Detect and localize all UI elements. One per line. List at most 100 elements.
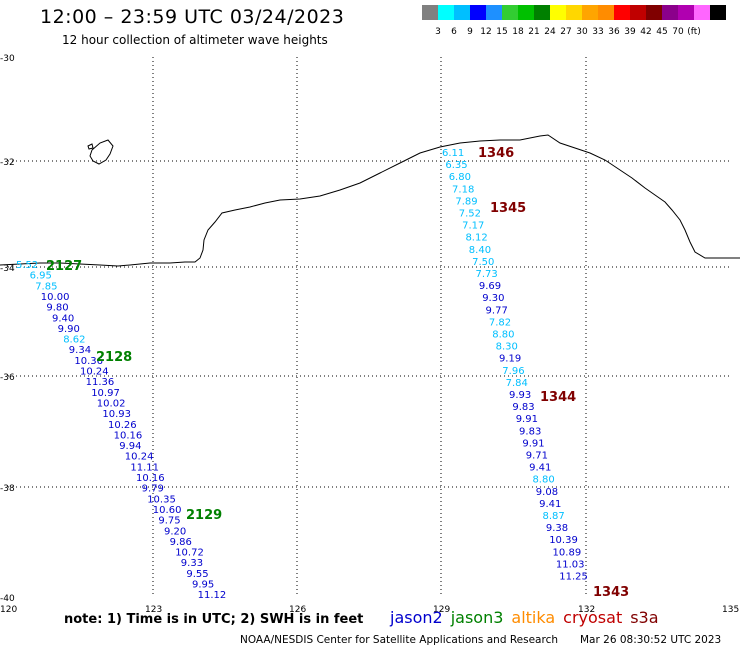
wave-height-point: 10.00	[41, 292, 70, 303]
timestamp: Mar 26 08:30:52 UTC 2023	[580, 634, 722, 646]
wave-height-point: 10.36	[74, 356, 103, 367]
scale-color-box	[534, 5, 550, 20]
scale-label: 27	[560, 27, 572, 37]
scale-label: 36	[608, 27, 620, 37]
wave-height-point: 11.11	[130, 462, 159, 473]
track-east: 6.116.356.807.187.89 7.527.178.128.407.50…	[442, 146, 629, 600]
lon-label: 129	[433, 605, 450, 615]
scale-color-box	[694, 5, 710, 20]
wave-height-point: 9.91	[522, 438, 544, 449]
wave-height-point: 9.20	[164, 526, 186, 537]
footer-note: note: 1) Time is in UTC; 2) SWH is in fe…	[64, 612, 364, 627]
wave-height-point: 9.93	[509, 390, 531, 401]
satellite-legend: jason2 jason3 altika cryosat s3a	[390, 608, 667, 627]
scale-label: 24	[544, 27, 556, 37]
scale-label: 30	[576, 27, 588, 37]
scale-label: (ft)	[687, 27, 701, 37]
scale-color-box	[454, 5, 470, 20]
scale-color-box	[646, 5, 662, 20]
wave-height-point: 9.91	[516, 414, 538, 425]
wave-height-point: 9.30	[482, 293, 504, 304]
scale-label: 15	[496, 27, 508, 37]
island	[89, 139, 114, 165]
wave-height-point: 7.17	[462, 221, 484, 232]
scale-label: 42	[640, 27, 652, 37]
scale-color-box	[502, 5, 518, 20]
satellite-legend-item: jason2	[390, 608, 443, 627]
wave-height-point: 9.08	[536, 487, 558, 498]
wave-height-point: 9.94	[119, 441, 141, 452]
wave-height-point: 9.38	[546, 523, 568, 534]
wave-height-point: 9.90	[58, 324, 80, 335]
scale-label: 45	[656, 27, 668, 37]
map-title: 12:00 – 23:59 UTC 03/24/2023	[40, 6, 345, 28]
scale-color-box	[598, 5, 614, 20]
wave-height-point: 7.84	[506, 378, 528, 389]
scale-label: 70	[672, 27, 684, 37]
satellite-legend-item: s3a	[630, 608, 659, 627]
islet	[87, 143, 94, 150]
wave-height-point: 7.50	[472, 257, 494, 268]
wave-height-point: 10.16	[114, 430, 143, 441]
wave-height-point: 10.60	[153, 505, 182, 516]
scale-label: 3	[435, 27, 441, 37]
wave-height-point: 11.36	[86, 377, 115, 388]
scale-color-box	[582, 5, 598, 20]
wave-height-point: 10.24	[125, 452, 154, 463]
pass-time-label: 1345	[490, 201, 526, 216]
scale-label: 33	[592, 27, 604, 37]
satellite-legend-item: cryosat	[563, 608, 623, 627]
scale-color-box	[438, 5, 454, 20]
scale-color-box	[566, 5, 582, 20]
scale-label: 12	[480, 27, 492, 37]
coastline	[0, 134, 740, 267]
scale-color-box	[550, 5, 566, 20]
satellite-legend-item: altika	[511, 608, 556, 627]
wave-height-point: 10.02	[97, 398, 126, 409]
lat-label: -30	[0, 54, 15, 64]
scale-color-box	[678, 5, 694, 20]
scale-color-box	[710, 5, 726, 20]
wave-height-point: 11.25	[559, 572, 588, 583]
wave-height-point: 7.18	[452, 184, 474, 195]
wave-height-point: 10.39	[549, 535, 578, 546]
wave-height-point: 8.30	[496, 342, 518, 353]
scale-color-box	[422, 5, 438, 20]
pass-time-label: 1346	[478, 146, 514, 161]
pass-time-label: 2129	[186, 508, 222, 523]
wave-height-point: 10.26	[108, 420, 137, 431]
lon-label: 123	[145, 605, 162, 615]
lon-label: 132	[578, 605, 595, 615]
pass-time-label: 2127	[46, 259, 82, 274]
wave-height-point: 9.19	[499, 354, 521, 365]
wave-height-point: 9.86	[170, 537, 192, 548]
wave-height-point: 6.95	[30, 271, 52, 282]
wave-height-point: 10.72	[175, 548, 204, 559]
wave-height-point: 9.41	[529, 463, 551, 474]
wave-height-point: 10.35	[147, 494, 176, 505]
wave-height-point: 9.34	[69, 345, 91, 356]
wave-height-point: 9.69	[479, 281, 501, 292]
wave-height-point: 10.97	[91, 388, 120, 399]
wave-height-point: 6.35	[445, 160, 467, 171]
wave-height-point: 10.16	[136, 473, 165, 484]
wave-height-point: 10.93	[102, 409, 131, 420]
wave-height-point: 9.41	[539, 499, 561, 510]
wave-height-point: 7.89	[455, 196, 477, 207]
wave-height-point: 7.85	[35, 281, 57, 292]
scale-color-box	[486, 5, 502, 20]
scale-color-box	[518, 5, 534, 20]
pass-time-label: 2128	[96, 350, 132, 365]
wave-height-point: 9.40	[52, 313, 74, 324]
lat-lon-grid	[8, 57, 730, 597]
wave-height-point: 8.87	[543, 511, 565, 522]
scale-color-box	[630, 5, 646, 20]
wave-height-point: 6.80	[449, 172, 471, 183]
lon-label: 120	[0, 605, 17, 615]
lat-label: -38	[0, 484, 15, 494]
scale-color-box	[614, 5, 630, 20]
track-west: 5.526.957.8510.009.809.409.908.629.3410.…	[16, 259, 226, 601]
scale-label: 6	[451, 27, 457, 37]
wave-height-point: 9.83	[512, 402, 534, 413]
scale-color-box	[470, 5, 486, 20]
